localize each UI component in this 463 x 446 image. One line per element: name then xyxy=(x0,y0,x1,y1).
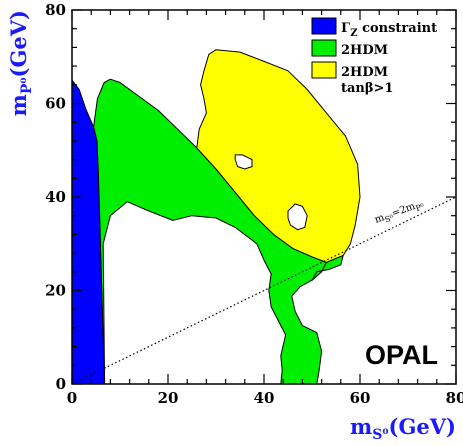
exclusion-regions xyxy=(72,49,361,384)
legend-label-2hdm: 2HDM xyxy=(341,43,388,58)
x-tick-label: 80 xyxy=(446,389,463,407)
x-tick-label: 60 xyxy=(350,389,371,407)
x-axis-title: mS⁰(GeV) xyxy=(350,414,456,443)
legend-swatch-2hdm xyxy=(311,39,337,57)
legend: ΓZ constraint 2HDM 2HDM tanβ>1 xyxy=(311,17,437,96)
legend-swatch-gamma xyxy=(311,17,337,35)
legend-label-gamma: ΓZ constraint xyxy=(341,21,437,39)
region-holes xyxy=(234,154,308,231)
region-2hdm-tanb xyxy=(196,49,361,263)
opal-annotation: OPAL xyxy=(365,340,438,370)
y-tick-label: 0 xyxy=(56,375,66,393)
x-tick-label: 20 xyxy=(158,389,179,407)
y-tick-label: 40 xyxy=(45,188,66,206)
y-axis-title: mP⁰(GeV) xyxy=(6,10,35,116)
x-tick-label: 0 xyxy=(67,389,77,407)
legend-label-2hdm-tanb: 2HDM xyxy=(341,65,388,80)
legend-swatch-2hdm-tanb xyxy=(311,61,337,79)
y-tick-label: 80 xyxy=(45,1,66,19)
legend-label-2hdm-tanb-line2: tanβ>1 xyxy=(341,81,393,96)
region-2hdm-sliver xyxy=(311,254,344,281)
x-tick-label: 40 xyxy=(254,389,275,407)
region-hole-2 xyxy=(287,203,308,231)
axis-tick-labels: 0 20 40 60 80 0 20 40 60 80 xyxy=(45,1,463,407)
y-tick-label: 60 xyxy=(45,95,66,113)
y-tick-label: 20 xyxy=(45,282,66,300)
region-hole-1 xyxy=(234,154,253,170)
axis-ticks xyxy=(71,9,457,385)
